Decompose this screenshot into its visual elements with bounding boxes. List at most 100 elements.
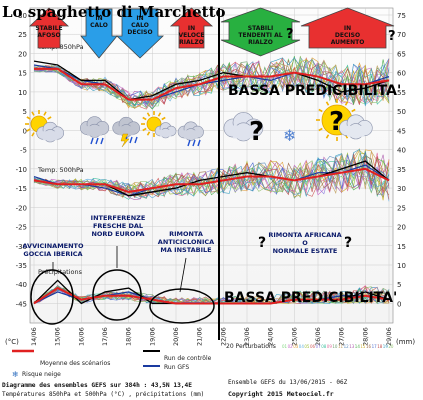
question-mark: ? [344, 235, 352, 251]
highlight-circles [30, 269, 215, 325]
right-tick-label: 40 [397, 147, 406, 155]
legend-control: Run de contrôle [164, 355, 212, 362]
right-tick-label: 65 [397, 50, 406, 58]
banner-label: IN [136, 15, 143, 22]
legend-snow: Risque neige [22, 371, 61, 378]
footer: Diagramme des ensembles GEFS sur 384h : … [2, 379, 348, 398]
rain-cloud-icon [80, 116, 110, 145]
left-tick-label: 30 [18, 12, 27, 20]
banner-label: IN [95, 15, 102, 22]
question-mark: ? [258, 235, 266, 251]
mean-line [33, 167, 390, 193]
cloud-body [87, 126, 103, 136]
series-label: Temp. 500hPa [37, 166, 84, 174]
perturbation-line [33, 157, 390, 198]
legend-pert-label: 01 [282, 344, 288, 349]
annotation-interferenze: FRESCHE DAL [93, 222, 143, 230]
annotation-rimonta-anticiclonica: RIMONTA [169, 230, 203, 238]
banner-arrow [28, 7, 70, 49]
rain-drop [129, 136, 133, 144]
banner-label: TENDENTI AL [238, 32, 282, 39]
sun-question-icon: ? [316, 99, 373, 141]
left-tick-label: -10 [16, 166, 27, 174]
sun-ray [161, 116, 166, 121]
footer-copyright: Copyright 2015 Meteociel.fr [228, 390, 334, 398]
perturbation-line [33, 150, 390, 197]
right-tick-label: 45 [397, 127, 406, 135]
rain-drop [134, 136, 138, 144]
sun-cloud-small-icon [141, 111, 177, 139]
right-tick-label: 10 [397, 262, 406, 270]
rain-drop [197, 139, 201, 147]
legend-pert-label: 07 [316, 344, 322, 349]
sun-ray [318, 108, 323, 113]
x-tick-label: 29/06 [385, 327, 393, 346]
legend-pert-label: 19 [383, 344, 389, 349]
annotations: BASSA PREDICIBILITA' BASSA PREDICIBILITA'… [22, 83, 401, 306]
sun-ray [351, 108, 356, 113]
legend-gfs: Run GFS [164, 364, 189, 371]
cloud-question-icon: ? ❄ [223, 112, 296, 147]
grid [30, 8, 393, 323]
perturbation-line [33, 59, 390, 109]
sun-ray [146, 112, 151, 117]
annotation-pointer [179, 257, 187, 293]
legend-pert-label: 18 [377, 344, 383, 349]
question-mark: ? [329, 107, 344, 137]
left-tick-label: -25 [16, 224, 27, 232]
sun-ray [146, 131, 151, 136]
banner-arrow [80, 8, 118, 59]
annotation-avvicinamento: GOCCIA IBERICA [23, 250, 82, 258]
right-tick-label: 25 [397, 204, 406, 212]
legend-pert-label: 03 [293, 344, 299, 349]
legend-pert-label: 08 [321, 344, 327, 349]
sun-ray [142, 127, 147, 132]
highlight-circle [30, 269, 74, 325]
rain-cloud-bolt-icon [112, 116, 140, 148]
annotation-avvicinamento: AVVICINAMENTO [22, 242, 84, 250]
legend-pert-label: 15 [360, 344, 366, 349]
rain-drop [90, 137, 94, 145]
left-tick-label: -5 [20, 147, 27, 155]
banner-arrow [220, 7, 301, 57]
banner-label: CALO [131, 22, 149, 29]
bassa-predicibilita-bottom: BASSA PREDICIBILITA' [224, 290, 397, 306]
cloud-body [184, 130, 198, 139]
sun-ray [47, 116, 52, 120]
cloud-body [347, 125, 365, 137]
mean-line [34, 67, 390, 101]
x-tick-label: 18/06 [125, 327, 133, 346]
legend-pert-label: 10 [332, 344, 338, 349]
right-tick-label: 75 [397, 12, 406, 20]
x-tick-label: 20/06 [172, 327, 180, 346]
left-unit: (°C) [5, 338, 19, 346]
left-tick-label: -20 [16, 204, 27, 212]
right-tick-label: 55 [397, 89, 406, 97]
question-mark: ? [249, 117, 264, 147]
sun-ray [26, 116, 31, 120]
annotation-rimonta-anticiclonica: ANTICICLONICA [158, 238, 214, 246]
banner-question: ? [286, 27, 294, 42]
banner-label: STABILE [35, 25, 62, 32]
x-tick-label: 25/06 [290, 327, 298, 346]
annotation-rimonta-africana: NORMALE ESTATE [273, 247, 338, 255]
sun-cloud-icon [25, 110, 65, 143]
left-tick-label: -15 [16, 185, 27, 193]
sun-ray [31, 111, 35, 116]
x-tick-label: 17/06 [101, 327, 109, 346]
sun-ray [26, 128, 31, 132]
rain-drop [95, 137, 99, 145]
left-tick-label: -35 [16, 262, 27, 270]
left-tick-label: 0 [23, 127, 27, 135]
x-tick-label: 19/06 [148, 327, 156, 346]
x-tick-label: 21/06 [196, 327, 204, 346]
left-tick-label: -30 [16, 243, 27, 251]
left-tick-label: 15 [18, 70, 27, 78]
rain-drop [100, 137, 104, 145]
cloud-body [119, 126, 134, 136]
right-tick-label: 20 [397, 224, 406, 232]
cloud-body [43, 131, 58, 141]
banner-label: CALO [90, 22, 108, 29]
banner-arrow [300, 7, 395, 49]
